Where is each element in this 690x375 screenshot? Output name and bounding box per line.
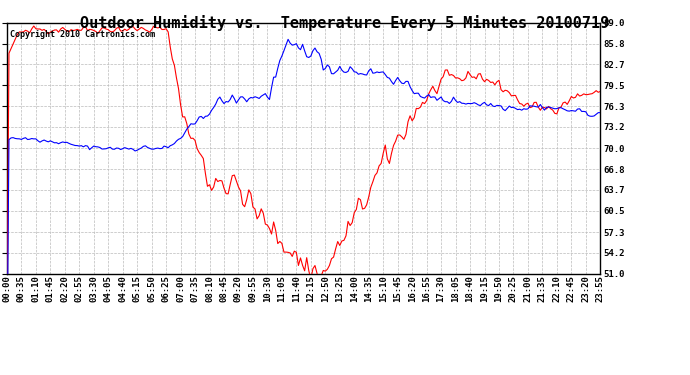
Text: Copyright 2010 Cartronics.com: Copyright 2010 Cartronics.com xyxy=(10,30,155,39)
Text: Outdoor Humidity vs.  Temperature Every 5 Minutes 20100719: Outdoor Humidity vs. Temperature Every 5… xyxy=(80,15,610,31)
